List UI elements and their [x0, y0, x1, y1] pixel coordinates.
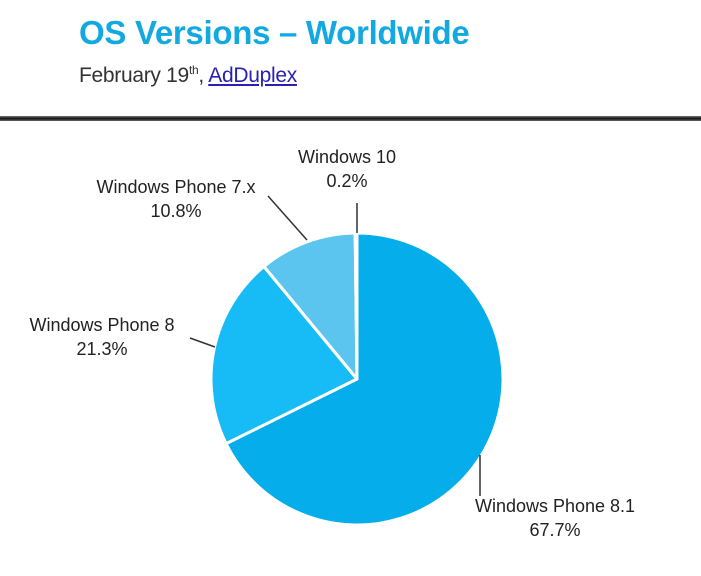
chart-title: OS Versions – Worldwide [79, 14, 470, 51]
source-link[interactable]: AdDuplex [208, 64, 297, 87]
pie-slice-windows-phone-7-x [262, 231, 359, 381]
pie-slice-windows-10 [353, 231, 359, 381]
leader-line [189, 337, 216, 348]
slice-value-label: 67.7% [529, 520, 580, 540]
subtitle-ordinal: th [188, 63, 199, 77]
slice-label: Windows Phone 8 [29, 315, 174, 335]
slice-label: Windows Phone 8.1 [475, 496, 635, 516]
slice-value-label: 10.8% [150, 201, 201, 221]
leader-line [267, 195, 308, 241]
slice-label: Windows 10 [298, 147, 396, 167]
header-divider [0, 116, 701, 121]
slice-value-label: 0.2% [326, 171, 367, 191]
pie-slice-windows-phone-8-1 [224, 231, 505, 527]
subtitle-date: February 19 [79, 64, 189, 87]
chart-subtitle: February 19th, AdDuplex [79, 63, 297, 88]
pie-slice-windows-phone-8 [209, 265, 359, 446]
subtitle-separator: , [198, 64, 209, 87]
slice-label: Windows Phone 7.x [96, 177, 255, 197]
slice-value-label: 21.3% [76, 339, 127, 359]
